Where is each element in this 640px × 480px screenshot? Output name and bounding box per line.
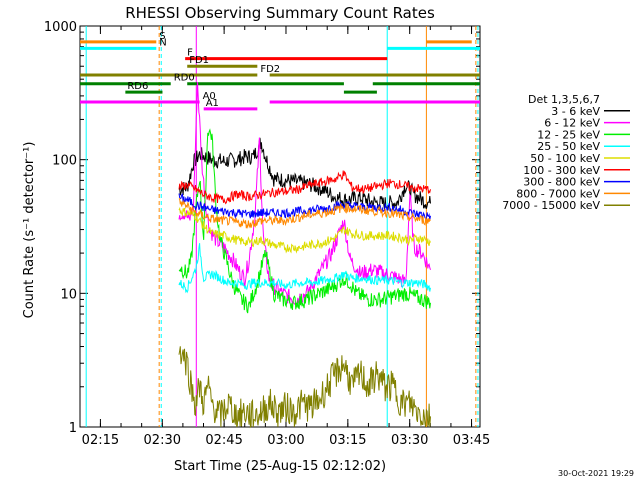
series-line-4 [178,206,431,254]
legend-label: 25 - 50 keV [537,140,600,153]
legend-label: 50 - 100 keV [530,152,600,165]
state-bar-label-a1: A1 [206,98,219,109]
x-tick-label: 02:45 [205,433,242,448]
x-tick-label: 03:45 [453,433,490,448]
series-line-7 [178,197,431,230]
legend-label: 6 - 12 keV [544,117,600,130]
x-tick-label: 03:15 [329,433,366,448]
legend-label: 12 - 25 keV [537,128,600,141]
state-bar-label-a0: A0 [203,91,216,102]
state-bar-label-n: N [159,37,166,48]
series-line-0 [178,137,431,211]
series-line-2 [178,128,431,314]
chart-title: RHESSI Observing Summary Count Rates [125,4,435,22]
x-tick-label: 02:30 [144,433,181,448]
footer-date: 30-Oct-2021 19:29 [558,469,634,478]
x-tick-label: 02:15 [82,433,119,448]
legend-label: 7000 - 15000 keV [502,199,600,212]
plot-area: 1 10 100 1000 02:15 02:30 02:45 03:00 03:15 03:30… [44,20,490,448]
state-bar-label-rd6: RD6 [127,81,148,92]
legend-label: 100 - 300 keV [523,164,600,177]
plot-frame [79,25,481,428]
y-tick-label: 10 [60,287,77,302]
series-line-3 [178,243,431,294]
state-bar-label-fd1: FD1 [189,55,209,66]
state-bar-label-f: F [187,48,193,59]
legend-label: 3 - 6 keV [551,105,600,118]
state-bar-label-fd2: FD2 [260,64,280,75]
x-tick-label: 03:00 [267,433,304,448]
legend-label: 300 - 800 keV [523,176,600,189]
legend-label: 800 - 7000 keV [516,187,600,200]
y-tick-label: 1000 [44,20,77,35]
series-line-8 [178,346,431,429]
y-tick-label: 100 [52,154,77,169]
state-bar-label-s: S [159,31,165,42]
x-axis-label: Start Time (25-Aug-15 02:12:02) [174,459,386,474]
state-bar-label-rd0: RD0 [174,73,195,84]
series-line-5 [178,170,431,205]
y-axis-label: Count Rate (s⁻¹ detector⁻¹) [22,142,37,319]
y-tick-label: 1 [69,421,77,436]
x-tick-label: 03:30 [391,433,428,448]
legend-title: Det 1,3,5,6,7 [528,93,600,106]
